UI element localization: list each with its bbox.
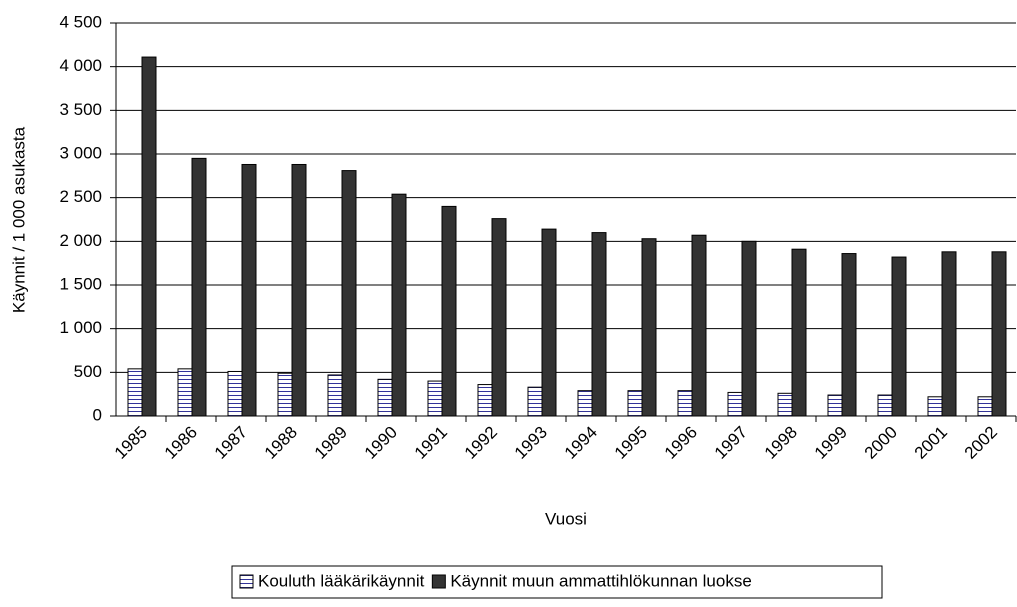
bar xyxy=(527,386,543,417)
x-tick-label: 1987 xyxy=(211,423,251,463)
bar xyxy=(427,380,443,417)
bar xyxy=(727,391,743,417)
bar xyxy=(491,218,507,417)
bar xyxy=(541,228,557,417)
bar xyxy=(691,234,707,417)
x-tick-label: 1998 xyxy=(761,423,801,463)
bar xyxy=(127,368,143,417)
bar xyxy=(677,390,693,417)
bar xyxy=(627,390,643,417)
y-tick-label: 500 xyxy=(74,362,102,381)
bar xyxy=(277,372,293,417)
bar xyxy=(391,193,407,417)
x-tick-label: 1988 xyxy=(261,423,301,463)
legend-swatch xyxy=(431,574,446,589)
x-tick-label: 1989 xyxy=(311,423,351,463)
x-tick-label: 1992 xyxy=(461,423,501,463)
legend-box xyxy=(231,565,883,599)
x-tick-label: 1986 xyxy=(161,423,201,463)
bar xyxy=(641,238,657,417)
bar xyxy=(791,248,807,417)
legend-label: Kouluth lääkärikäynnit xyxy=(258,571,425,590)
bar xyxy=(977,396,993,417)
bar xyxy=(577,390,593,417)
bar xyxy=(741,240,757,417)
y-tick-label: 3 500 xyxy=(59,100,102,119)
bar xyxy=(227,370,243,417)
bar xyxy=(877,394,893,417)
bar xyxy=(827,394,843,417)
bar xyxy=(341,170,357,417)
bar xyxy=(327,374,343,417)
bar xyxy=(927,396,943,417)
bar xyxy=(177,368,193,417)
y-tick-label: 4 500 xyxy=(59,12,102,31)
x-tick-label: 1991 xyxy=(411,423,451,463)
bar xyxy=(241,163,257,417)
bar xyxy=(941,251,957,417)
bar xyxy=(191,157,207,417)
bar xyxy=(591,232,607,417)
x-tick-label: 1985 xyxy=(111,423,151,463)
x-tick-label: 1999 xyxy=(811,423,851,463)
x-tick-label: 2000 xyxy=(861,423,901,463)
bar xyxy=(891,256,907,417)
y-tick-label: 2 500 xyxy=(59,187,102,206)
x-tick-label: 1990 xyxy=(361,423,401,463)
x-tick-label: 1996 xyxy=(661,423,701,463)
bar xyxy=(477,384,493,417)
x-axis-title: Vuosi xyxy=(545,509,587,528)
bar xyxy=(777,392,793,417)
bar xyxy=(377,378,393,417)
bar xyxy=(441,205,457,417)
legend-swatch xyxy=(239,574,254,589)
x-tick-label: 1995 xyxy=(611,423,651,463)
bar xyxy=(291,163,307,417)
x-tick-label: 2002 xyxy=(961,423,1001,463)
y-tick-label: 0 xyxy=(93,405,102,424)
x-tick-label: 1997 xyxy=(711,423,751,463)
y-tick-label: 4 000 xyxy=(59,56,102,75)
x-tick-label: 1994 xyxy=(561,423,601,463)
y-tick-label: 3 000 xyxy=(59,143,102,162)
y-tick-label: 2 000 xyxy=(59,231,102,250)
bar xyxy=(841,253,857,417)
x-tick-label: 1993 xyxy=(511,423,551,463)
x-tick-label: 2001 xyxy=(911,423,951,463)
y-tick-label: 1 500 xyxy=(59,274,102,293)
bar xyxy=(991,251,1007,417)
y-axis-title: Käynnit / 1 000 asukasta xyxy=(9,126,28,313)
y-tick-label: 1 000 xyxy=(59,318,102,337)
legend-label: Käynnit muun ammattihlökunnan luokse xyxy=(450,571,751,590)
bar xyxy=(141,56,157,417)
